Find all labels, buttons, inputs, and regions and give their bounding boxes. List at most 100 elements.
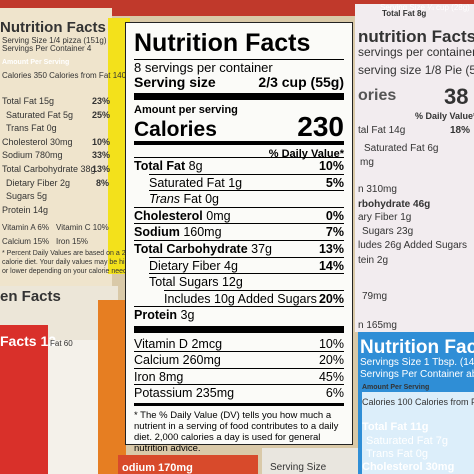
background-text: tal Fat 14g bbox=[358, 125, 406, 136]
bottom-label bbox=[262, 448, 358, 474]
vitamin-amount: 235mg bbox=[195, 386, 235, 401]
vitamin-name: Vitamin D bbox=[134, 337, 188, 351]
background-text: Nutrition Facts bbox=[360, 337, 474, 358]
background-text: Vitamin A 6% bbox=[2, 223, 49, 232]
amount-per-serving: Amount per serving bbox=[134, 104, 238, 116]
background-text: Sodium 780mg bbox=[2, 150, 63, 160]
vitamin-amount: 2mcg bbox=[191, 337, 223, 351]
rule bbox=[134, 59, 344, 60]
background-text: Iron 15% bbox=[56, 237, 89, 246]
background-text: 18% bbox=[450, 125, 471, 136]
background-text: Serving Size ¼ cup (28g) bbox=[380, 3, 470, 12]
daily-value: 13% bbox=[318, 242, 344, 256]
nutrient-name: Total Sugars 12g bbox=[149, 276, 243, 289]
background-text: Total Carbohydrate 38g bbox=[2, 164, 96, 174]
vitamin-name: Potassium 235mg bbox=[134, 387, 234, 400]
nutrient-label: Fat bbox=[183, 192, 202, 207]
daily-value: 0% bbox=[325, 208, 344, 223]
nutrient-amount: 12g bbox=[221, 275, 243, 290]
bottom-strip bbox=[118, 455, 258, 474]
rule bbox=[149, 256, 344, 258]
vitamin-dv: 45% bbox=[318, 369, 344, 384]
nutrient-label: Dietary Fiber bbox=[149, 258, 221, 273]
left-label bbox=[0, 8, 112, 286]
background-text: Saturated Fat 7g bbox=[366, 435, 448, 447]
nutrient-name: Trans Fat 0g bbox=[149, 193, 219, 206]
rule bbox=[134, 223, 344, 225]
vitamin-amount: 260mg bbox=[182, 353, 221, 368]
vitamin-amount: 8mg bbox=[159, 369, 184, 384]
background-text: Serving Size bbox=[270, 462, 327, 473]
rule bbox=[134, 157, 344, 158]
background-text: Trans Fat 0g bbox=[366, 448, 428, 460]
daily-value: 5% bbox=[325, 175, 344, 190]
rule bbox=[164, 289, 344, 291]
right-label bbox=[355, 4, 474, 332]
servings: 8 servings per container bbox=[134, 60, 273, 75]
background-text: 79mg bbox=[362, 291, 388, 302]
vitamin-name: Calcium 260mg bbox=[134, 354, 221, 367]
nutrient-name: Dietary Fiber 4g bbox=[149, 258, 238, 273]
background-text: Facts 12 bbox=[0, 333, 57, 349]
nutrient-name: Total Carbohydrate 37g bbox=[134, 243, 272, 256]
background-text: tein 2g bbox=[358, 255, 389, 266]
background-text: Total Fat 15g bbox=[2, 96, 55, 106]
background-text: mg bbox=[360, 157, 374, 168]
background-text: Nutrition Facts bbox=[0, 19, 106, 36]
nutrient-label: Total Carbohydrate bbox=[134, 242, 248, 256]
daily-value: 7% bbox=[325, 225, 344, 240]
background-text: n 165mg bbox=[358, 320, 397, 331]
background-text: Servings Per Container 4 bbox=[2, 44, 92, 53]
background-text: ludes 26g Added Sugars bbox=[358, 240, 467, 251]
background-text: Calories 100 Calories from Fat bbox=[362, 397, 474, 407]
vitamin-dv: 20% bbox=[318, 353, 344, 368]
background-text: Calcium 15% bbox=[2, 237, 50, 246]
background-text: or lower depending on your calorie needs… bbox=[2, 268, 133, 275]
nutrient-label: Protein bbox=[134, 308, 178, 323]
background-text: Total Fat 8g bbox=[382, 9, 427, 18]
red-label bbox=[0, 325, 48, 474]
background-text: en Facts bbox=[0, 288, 61, 305]
background-text: Saturated Fat 6g bbox=[364, 143, 439, 154]
nutrient-label: Includes 10g Added Sugars bbox=[164, 291, 317, 306]
background-text: nutrition Facts bbox=[358, 27, 474, 46]
rule bbox=[149, 190, 344, 192]
background-text: Saturated Fat 5g bbox=[6, 110, 74, 120]
rule bbox=[134, 240, 344, 241]
nutrient-label: Saturated Fat bbox=[149, 175, 225, 190]
white-label bbox=[48, 340, 98, 474]
nutrient-amount: 3g bbox=[180, 308, 195, 323]
nutrient-name: Protein 3g bbox=[134, 309, 194, 322]
background-text: * Percent Daily Values are based on a 2,… bbox=[2, 250, 140, 257]
background-text: Vitamin C 10% bbox=[56, 223, 109, 232]
daily-value: 20% bbox=[318, 291, 344, 306]
background-text: 25% bbox=[92, 110, 111, 120]
background-text: Serving Size 1/4 pizza (151g) bbox=[2, 36, 107, 45]
background-text: Calories 350 Calories from Fat 140 bbox=[2, 71, 127, 80]
nutrient-label: Cholesterol bbox=[134, 208, 203, 223]
rule bbox=[149, 173, 344, 175]
background-text: Servings Size 1 Tbsp. (14g) bbox=[360, 357, 474, 368]
nutrient-amount: 0mg bbox=[206, 208, 231, 223]
background-text: 38 bbox=[444, 84, 469, 109]
nutrient-amount: 1g bbox=[228, 175, 243, 190]
background-text: Sugars 23g bbox=[362, 226, 414, 237]
background-text: 13% bbox=[92, 164, 111, 174]
background-text: rbohydrate 46g bbox=[358, 199, 431, 210]
daily-value: 10% bbox=[318, 159, 344, 173]
nutrient-amount: 8g bbox=[188, 159, 203, 173]
nutrient-name: Cholesterol 0mg bbox=[134, 210, 231, 223]
background-text: 23% bbox=[92, 96, 111, 106]
footnote: * The % Daily Value (DV) tells you how m… bbox=[134, 410, 339, 454]
background-text: ories bbox=[358, 87, 397, 104]
nutrient-name: Total Fat 8g bbox=[134, 160, 203, 173]
background-text: Servings Per Container abo bbox=[360, 369, 474, 380]
background-text: Trans Fat 0g bbox=[6, 123, 57, 133]
background-text: Total Fat 11g bbox=[362, 421, 429, 433]
serving-size-label: Serving size bbox=[134, 74, 216, 90]
thick-bar bbox=[134, 326, 344, 333]
rule bbox=[134, 351, 344, 353]
background-text: Cholesterol 30mg bbox=[362, 461, 455, 473]
vitamin-name: Potassium bbox=[134, 386, 193, 401]
